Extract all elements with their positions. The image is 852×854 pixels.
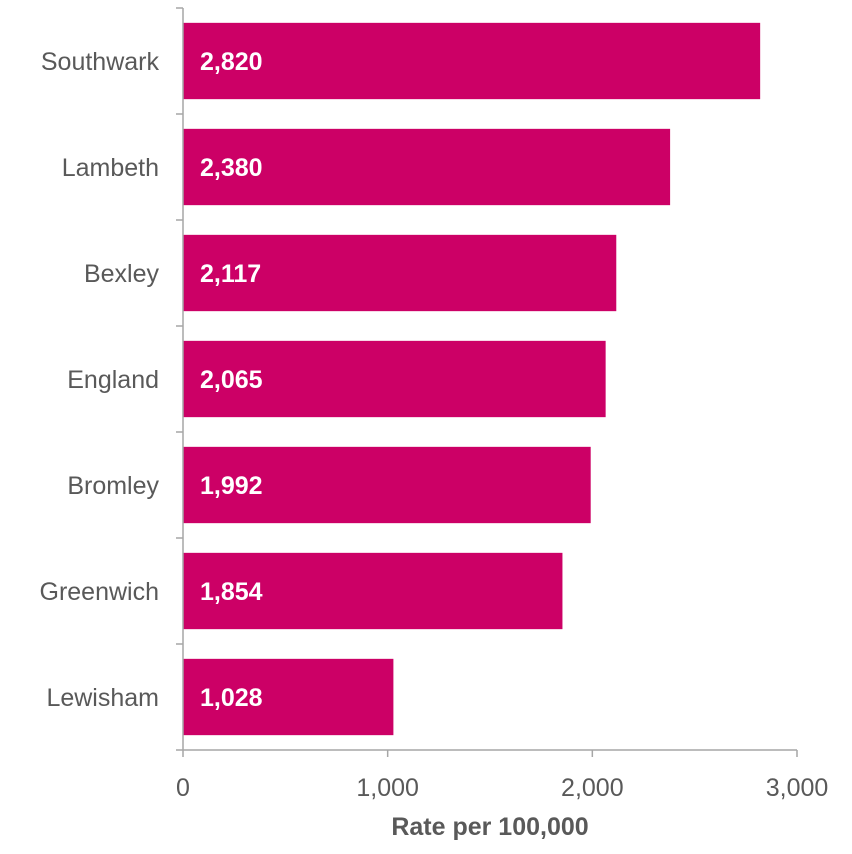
category-label: Lewisham (46, 684, 159, 712)
x-tick-label: 0 (176, 774, 190, 802)
bar-value-label: 1,854 (200, 578, 263, 606)
axes-group: Southwark Lambeth Bexley England Bromley Gree… (40, 7, 829, 802)
bar-value-label: 2,117 (200, 260, 261, 288)
x-tick-label: 3,000 (766, 774, 829, 802)
bar-value-label: 2,820 (200, 48, 263, 76)
bar-southwark (183, 22, 761, 100)
bar-bexley (183, 234, 617, 312)
category-label: England (67, 366, 159, 394)
bar-value-label: 2,065 (200, 366, 263, 394)
x-axis-title: Rate per 100,000 (391, 813, 588, 841)
category-label: Bromley (67, 472, 159, 500)
category-label: Bexley (84, 260, 160, 288)
bar-value-label: 1,992 (200, 472, 263, 500)
category-label: Southwark (41, 48, 160, 76)
bar-greenwich (183, 552, 563, 630)
bar-bromley (183, 446, 591, 524)
bar-england (183, 340, 606, 418)
bars-group: 2,820 2,380 2,117 2,065 1,992 1,854 1,028 (183, 22, 761, 736)
x-tick-label: 1,000 (356, 774, 419, 802)
bar-lewisham (183, 658, 394, 736)
bar-value-label: 2,380 (200, 154, 263, 182)
x-tick-label: 2,000 (561, 774, 624, 802)
bar-lambeth (183, 128, 671, 206)
category-label: Greenwich (40, 578, 160, 606)
category-label: Lambeth (62, 154, 159, 182)
bar-value-label: 1,028 (200, 684, 263, 712)
